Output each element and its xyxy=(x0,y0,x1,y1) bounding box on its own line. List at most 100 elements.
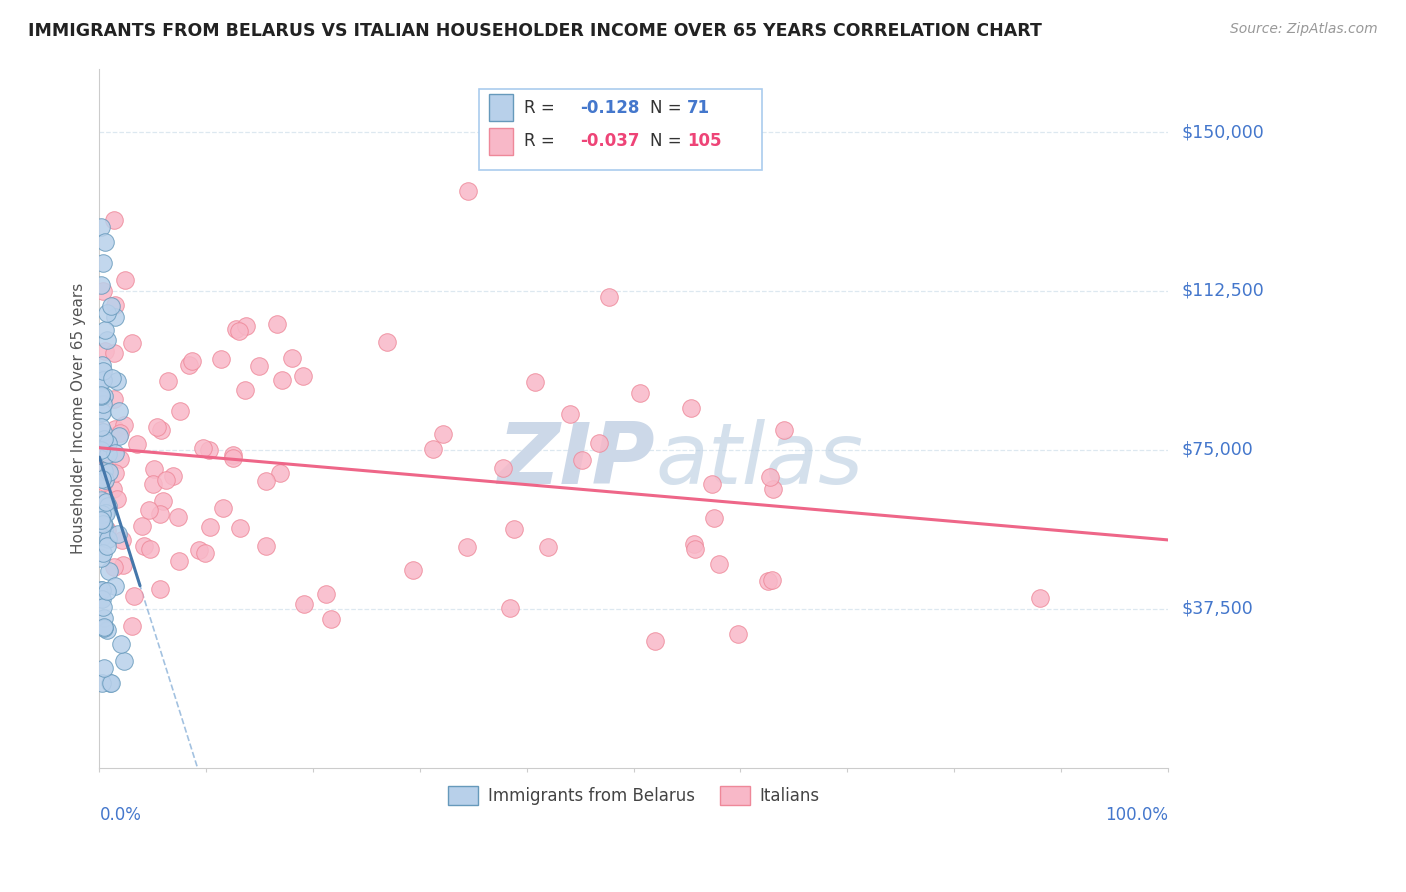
Point xyxy=(233,383,256,397)
Point xyxy=(131,519,153,533)
Point xyxy=(194,546,217,560)
Point xyxy=(90,464,112,478)
Point xyxy=(97,465,120,479)
Y-axis label: Householder Income Over 65 years: Householder Income Over 65 years xyxy=(72,283,86,554)
Point xyxy=(93,516,115,530)
Point xyxy=(498,600,520,615)
FancyBboxPatch shape xyxy=(489,128,513,154)
Point xyxy=(93,611,115,625)
Point xyxy=(198,443,221,458)
Point xyxy=(121,336,143,351)
Point xyxy=(152,493,174,508)
Point xyxy=(101,483,124,497)
FancyBboxPatch shape xyxy=(478,89,762,169)
Point xyxy=(254,539,277,553)
Point xyxy=(683,537,706,551)
Point xyxy=(91,372,114,386)
Point xyxy=(90,676,112,690)
Point xyxy=(319,612,342,626)
Point xyxy=(98,564,121,578)
Text: $150,000: $150,000 xyxy=(1181,123,1264,141)
Point xyxy=(402,563,425,577)
Point xyxy=(537,541,560,555)
Point xyxy=(707,558,730,572)
Text: -0.037: -0.037 xyxy=(581,132,640,150)
Point xyxy=(94,344,117,359)
Text: Source: ZipAtlas.com: Source: ZipAtlas.com xyxy=(1230,22,1378,37)
Point xyxy=(104,466,127,480)
Point xyxy=(266,317,288,331)
Point xyxy=(644,633,666,648)
Point xyxy=(90,494,112,508)
Point xyxy=(89,469,111,483)
Point xyxy=(108,452,131,467)
Point xyxy=(93,620,115,634)
Point xyxy=(90,442,112,457)
Text: 71: 71 xyxy=(688,99,710,117)
Point xyxy=(114,273,136,287)
Point xyxy=(1028,591,1050,606)
Point xyxy=(96,584,118,599)
Point xyxy=(155,474,177,488)
Point xyxy=(112,418,135,433)
Point xyxy=(103,212,125,227)
Point xyxy=(89,388,111,402)
Point xyxy=(91,396,114,410)
Point xyxy=(93,599,115,614)
Point xyxy=(91,284,114,298)
Point xyxy=(503,522,526,536)
Point xyxy=(457,185,479,199)
Text: 0.0%: 0.0% xyxy=(100,806,142,824)
Point xyxy=(112,558,135,573)
Point xyxy=(193,442,215,456)
Point xyxy=(89,374,111,388)
Point xyxy=(89,392,111,407)
Point xyxy=(93,432,115,446)
Point xyxy=(103,392,125,407)
Point xyxy=(229,521,252,535)
Point xyxy=(100,299,122,313)
Point xyxy=(96,334,118,348)
Point xyxy=(96,539,118,553)
Point xyxy=(269,466,291,480)
Point xyxy=(169,404,191,418)
Point xyxy=(91,502,114,516)
Point xyxy=(93,621,115,635)
Point xyxy=(104,297,127,311)
Point xyxy=(292,597,315,611)
Point xyxy=(773,423,796,437)
Point xyxy=(104,310,127,324)
Point xyxy=(198,520,221,534)
Point xyxy=(96,524,118,538)
Point xyxy=(700,477,723,491)
Point xyxy=(143,462,166,476)
Point xyxy=(100,371,122,385)
Point xyxy=(110,426,132,441)
Point xyxy=(93,389,115,403)
Point xyxy=(96,306,118,320)
Point xyxy=(181,353,204,368)
Point xyxy=(149,507,172,521)
Text: atlas: atlas xyxy=(655,418,863,501)
Point xyxy=(761,574,783,588)
Text: $37,500: $37,500 xyxy=(1181,599,1254,618)
Text: 105: 105 xyxy=(688,132,721,150)
Point xyxy=(97,461,120,475)
Point xyxy=(89,493,111,508)
Point xyxy=(90,220,112,235)
Point xyxy=(558,407,581,421)
Point xyxy=(571,453,593,467)
Point xyxy=(94,506,117,520)
Point xyxy=(103,422,125,436)
Point xyxy=(90,551,112,566)
Point xyxy=(523,375,546,389)
Text: 100.0%: 100.0% xyxy=(1105,806,1168,824)
Point xyxy=(89,513,111,527)
Point xyxy=(97,447,120,461)
Point xyxy=(492,461,515,475)
Point xyxy=(91,425,114,439)
Text: $112,500: $112,500 xyxy=(1181,282,1264,300)
Point xyxy=(225,322,247,336)
Point xyxy=(762,482,785,496)
Point xyxy=(93,464,115,478)
